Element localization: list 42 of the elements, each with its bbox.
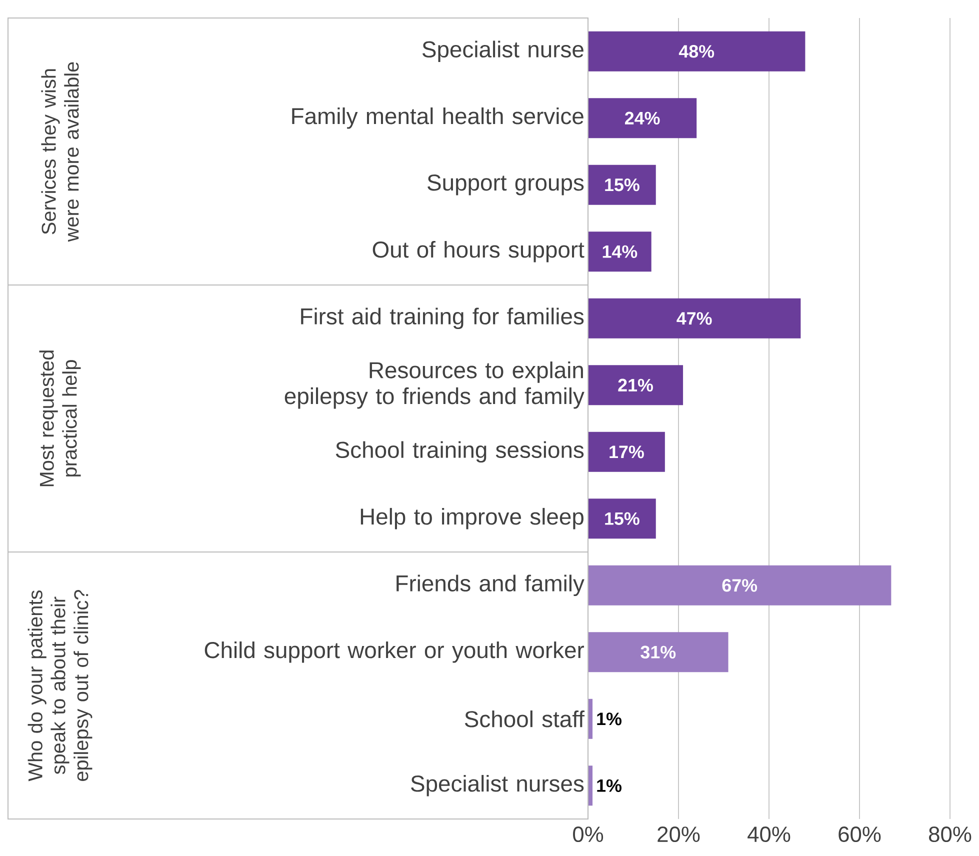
data-label: 1% xyxy=(597,779,622,792)
y-tick-label: Specialist nurses xyxy=(411,774,584,796)
bar xyxy=(588,298,801,338)
bar xyxy=(588,98,697,138)
y-tick-label: Child support worker or youth worker xyxy=(204,641,584,663)
data-label: 15% xyxy=(605,178,640,192)
y-tick-label: First aid training for families xyxy=(301,308,584,330)
y-axis-title: Most requested practical help xyxy=(39,350,81,486)
y-axis-title: Who do your patients speak to about their epilepsy out of clinic? xyxy=(28,590,92,782)
bar xyxy=(588,498,656,539)
bar xyxy=(588,432,665,472)
data-label: 14% xyxy=(602,245,638,258)
y-tick-label: Specialist nurse xyxy=(422,40,584,62)
bar xyxy=(588,365,684,406)
data-label: 24% xyxy=(624,112,660,124)
data-label: 67% xyxy=(722,579,758,592)
y-tick-label: Support groups xyxy=(428,174,584,196)
data-label: 21% xyxy=(618,378,653,392)
x-tick-label: 0% xyxy=(573,826,604,842)
y-tick-label: Family mental health service xyxy=(292,107,584,129)
x-tick-label: 20% xyxy=(658,826,700,842)
data-label: 17% xyxy=(610,446,644,458)
y-tick-label: Out of hours support xyxy=(372,240,584,262)
x-tick-label: 40% xyxy=(748,826,790,842)
y-tick-label: School staff xyxy=(464,710,585,728)
y-tick-label: Resources to explain epilepsy to friends and family xyxy=(284,361,584,409)
y-tick-label: Help to improve sleep xyxy=(360,508,584,530)
data-label: 15% xyxy=(605,512,640,525)
bar xyxy=(588,565,892,606)
bar xyxy=(588,632,728,672)
x-tick-label: 60% xyxy=(838,826,881,842)
bar xyxy=(588,31,806,72)
data-label: 47% xyxy=(676,312,712,325)
bar xyxy=(588,232,652,272)
data-label: 31% xyxy=(640,646,676,658)
y-tick-label: Friends and family xyxy=(396,574,584,596)
bar xyxy=(588,164,656,205)
data-label: 1% xyxy=(597,712,622,726)
data-label: 48% xyxy=(678,45,714,58)
x-tick-label: 80% xyxy=(929,826,972,842)
y-tick-label: School training sessions xyxy=(336,441,584,463)
y-axis-title: Services they wish were more available xyxy=(41,62,79,242)
